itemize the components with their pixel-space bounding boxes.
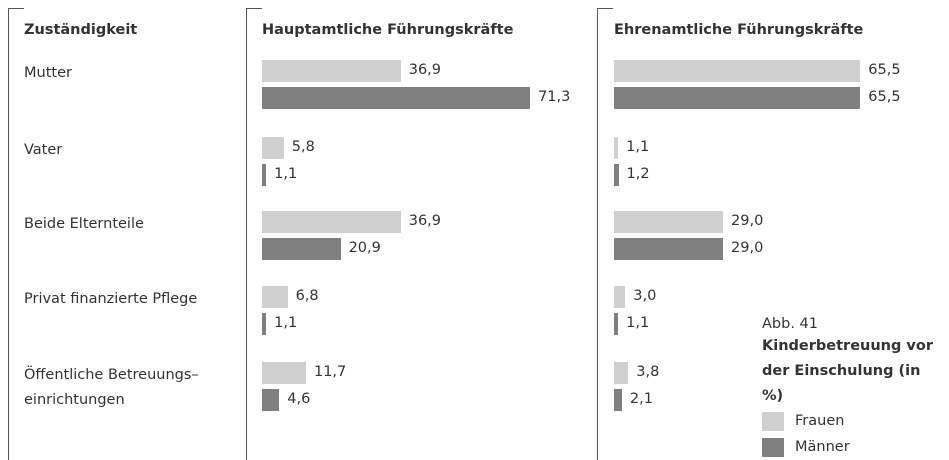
column-rule: [8, 8, 9, 460]
legend-label: Männer: [795, 439, 850, 455]
bar: [614, 313, 619, 335]
value-label: 2,1: [629, 391, 653, 407]
value-label: 71,3: [538, 89, 571, 105]
legend-swatch: [762, 412, 784, 431]
value-label: 29,0: [731, 213, 764, 229]
bar: [262, 286, 288, 308]
value-label: 20,9: [348, 240, 381, 256]
value-label: 36,9: [408, 213, 442, 229]
bar: [262, 389, 280, 411]
value-label: 3,0: [633, 288, 657, 304]
bar: [614, 286, 626, 308]
legend-label: Frauen: [795, 413, 845, 429]
value-label: 6,8: [295, 288, 319, 304]
value-label: 36,9: [408, 62, 442, 78]
category-label: Privat finanzierte Pflege: [24, 291, 198, 307]
value-label: 1,1: [274, 315, 298, 331]
bar: [614, 164, 619, 186]
value-label: 29,0: [731, 240, 764, 256]
category-label: Beide Elternteile: [24, 216, 144, 232]
bar: [262, 137, 284, 159]
bar: [262, 211, 401, 233]
column-rule: [246, 8, 262, 9]
bar: [614, 389, 622, 411]
column-rule: [246, 8, 247, 460]
value-label: 65,5: [868, 62, 901, 78]
value-label: 4,6: [287, 391, 311, 407]
bar: [262, 164, 267, 186]
category-label: Mutter: [24, 65, 72, 81]
figure-label: Abb. 41: [762, 316, 818, 332]
bar: [614, 211, 724, 233]
category-label: Öffentliche Betreuungs– einrichtungen: [24, 367, 199, 408]
bar: [262, 87, 531, 109]
bar: [262, 313, 267, 335]
bar: [614, 362, 629, 384]
value-label: 1,1: [626, 315, 650, 331]
value-label: 1,2: [626, 166, 650, 182]
panel-title: Hauptamtliche Führungskräfte: [262, 22, 514, 38]
bar: [262, 60, 401, 82]
column-rule: [8, 8, 24, 9]
column-rule: [597, 8, 613, 9]
value-label: 3,8: [636, 364, 660, 380]
value-label: 5,8: [291, 139, 315, 155]
panel-title: Ehrenamtliche Führungskräfte: [614, 22, 864, 38]
bar: [262, 362, 306, 384]
value-label: 65,5: [868, 89, 901, 105]
bar: [614, 87, 861, 109]
value-label: 1,1: [274, 166, 298, 182]
bar: [262, 238, 341, 260]
value-label: 11,7: [313, 364, 347, 380]
bar: [614, 60, 861, 82]
category-label: Vater: [24, 142, 63, 158]
column-rule: [597, 8, 598, 460]
value-label: 1,1: [626, 139, 650, 155]
row-header: Zuständigkeit: [24, 22, 138, 38]
caption: Kinderbetreuung vor der Einschulung (in …: [762, 338, 933, 404]
legend-swatch: [762, 438, 784, 457]
bar: [614, 137, 619, 159]
bar: [614, 238, 724, 260]
